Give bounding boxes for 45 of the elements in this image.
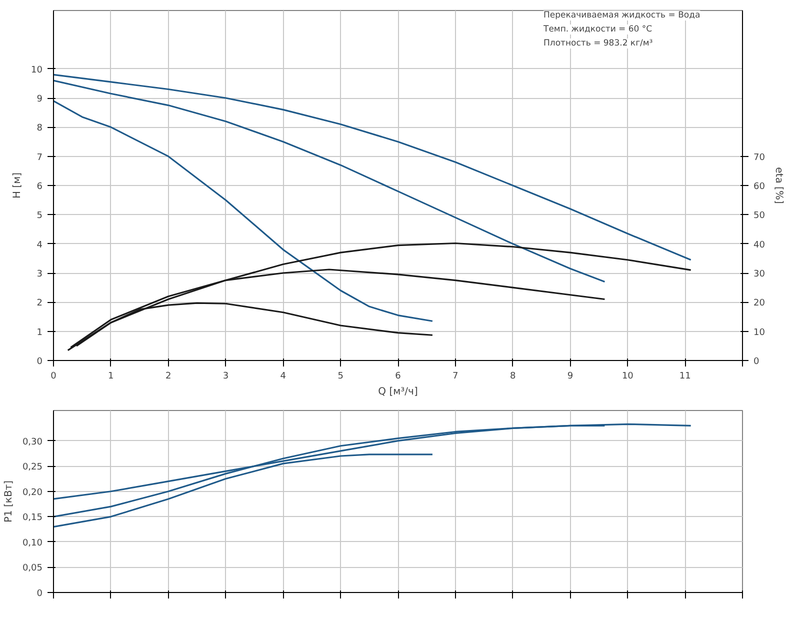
annotation: Темп. жидкости = 60 °C bbox=[542, 24, 652, 34]
y2-tick-label: 40 bbox=[754, 240, 766, 250]
y-tick-label: 10 bbox=[31, 65, 43, 76]
y2-tick-label: 20 bbox=[754, 298, 766, 309]
x-tick-label: 9 bbox=[567, 372, 574, 382]
y-tick-label: 0,10 bbox=[22, 538, 43, 548]
x-tick-label: 5 bbox=[338, 372, 344, 382]
x-tick-label: 7 bbox=[452, 372, 458, 382]
y2-tick-label: 30 bbox=[754, 270, 766, 280]
y-tick-label: 0 bbox=[36, 357, 43, 367]
x-tick-label: 11 bbox=[679, 372, 691, 382]
y-tick-label: 0 bbox=[36, 589, 43, 599]
y-tick-label: 0,25 bbox=[22, 462, 43, 473]
annotation: Плотность = 983.2 кг/м³ bbox=[544, 38, 653, 48]
x-tick-label: 6 bbox=[395, 372, 402, 382]
y-tick-label: 6 bbox=[36, 182, 43, 192]
x-tick-label: 3 bbox=[222, 372, 229, 382]
y-tick-label: 8 bbox=[36, 124, 43, 134]
y-axis-title: H [м] bbox=[12, 172, 24, 199]
y-tick-label: 2 bbox=[36, 298, 43, 309]
x-tick-label: 4 bbox=[280, 372, 286, 382]
y-tick-label: 0,30 bbox=[22, 437, 43, 448]
y-tick-label: 0,20 bbox=[22, 488, 43, 498]
y2-axis-title: eta [%] bbox=[772, 167, 784, 204]
annotation: Перекачиваемая жидкость = Вода bbox=[544, 10, 700, 20]
x-tick-label: 0 bbox=[50, 372, 57, 382]
y-axis-title: P1 [кВт] bbox=[3, 480, 14, 523]
y-tick-label: 5 bbox=[36, 211, 43, 222]
y-tick-label: 9 bbox=[36, 94, 43, 104]
y-tick-label: 3 bbox=[36, 270, 43, 280]
y-tick-label: 4 bbox=[36, 240, 43, 250]
y-tick-label: 1 bbox=[36, 328, 43, 338]
y-tick-label: 7 bbox=[36, 152, 43, 163]
y2-tick-label: 0 bbox=[754, 357, 760, 367]
x-tick-label: 1 bbox=[108, 372, 114, 382]
x-tick-label: 8 bbox=[510, 372, 516, 382]
y2-tick-label: 70 bbox=[754, 152, 766, 163]
y2-tick-label: 60 bbox=[754, 182, 766, 192]
x-axis-title: Q [м³/ч] bbox=[378, 386, 418, 398]
x-tick-label: 2 bbox=[165, 372, 172, 382]
y-tick-label: 0,15 bbox=[22, 513, 43, 524]
y-tick-label: 0,05 bbox=[22, 564, 43, 574]
x-tick-label: 10 bbox=[622, 372, 634, 382]
y2-tick-label: 10 bbox=[754, 328, 766, 338]
y2-tick-label: 50 bbox=[754, 211, 766, 222]
